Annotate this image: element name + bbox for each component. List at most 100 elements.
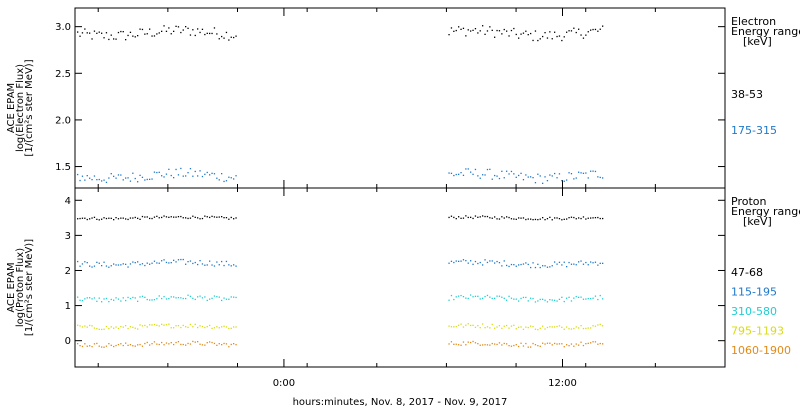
data-point	[489, 327, 491, 329]
data-point	[530, 32, 532, 35]
data-point	[81, 263, 84, 265]
data-point	[532, 297, 534, 300]
data-point	[527, 263, 529, 266]
data-point	[81, 326, 84, 328]
data-point	[211, 172, 213, 174]
data-point	[201, 325, 204, 328]
data-point	[204, 326, 206, 329]
data-point	[149, 217, 151, 220]
data-point	[570, 263, 573, 265]
data-point	[89, 324, 91, 327]
data-point	[199, 343, 201, 345]
data-point	[482, 323, 484, 325]
data-point	[597, 264, 599, 266]
data-point	[513, 27, 515, 30]
data-point	[479, 216, 481, 218]
data-point	[182, 343, 184, 346]
data-point	[501, 344, 503, 346]
data-point	[592, 297, 594, 299]
data-point	[77, 324, 79, 326]
y-tick-label: 4	[65, 196, 71, 207]
data-point	[558, 298, 561, 300]
data-point	[597, 216, 599, 219]
data-point	[501, 216, 503, 218]
data-point	[587, 217, 589, 219]
legend-entry: 310-580	[731, 305, 777, 318]
data-point	[590, 217, 592, 219]
data-point	[199, 218, 201, 220]
data-point	[554, 326, 556, 328]
data-point	[146, 341, 148, 344]
data-point	[105, 345, 108, 347]
data-point	[168, 216, 170, 218]
data-point	[230, 296, 232, 298]
data-point	[127, 296, 129, 299]
data-point	[484, 344, 486, 346]
data-point	[161, 216, 163, 219]
data-point	[477, 175, 479, 177]
data-point	[105, 265, 108, 267]
data-point	[494, 262, 496, 264]
series-1060-1900	[77, 340, 604, 348]
y-tick-label: 2.5	[55, 69, 71, 80]
data-point	[209, 260, 211, 262]
plot-frame	[74, 187, 726, 368]
data-point	[465, 297, 467, 299]
data-point	[448, 262, 450, 264]
data-point	[230, 265, 232, 267]
data-point	[137, 261, 139, 263]
data-point	[125, 218, 127, 220]
data-point	[561, 264, 563, 266]
data-point	[592, 28, 594, 31]
data-point	[125, 299, 127, 302]
data-point	[482, 344, 484, 346]
data-point	[204, 344, 206, 346]
y-tick-label: 2	[65, 266, 71, 277]
data-point	[187, 326, 189, 328]
data-point	[542, 265, 544, 267]
data-point	[477, 343, 479, 345]
data-point	[132, 326, 134, 328]
data-point	[144, 342, 146, 345]
data-point	[233, 36, 235, 39]
data-point	[482, 174, 484, 176]
data-point	[534, 182, 537, 184]
y-axis-title-line: [1/(cm²s ster MeV)]	[24, 59, 35, 156]
data-point	[448, 34, 450, 36]
data-point	[89, 297, 91, 299]
data-point	[515, 33, 517, 36]
data-point	[503, 28, 505, 31]
data-point	[599, 176, 601, 179]
data-point	[477, 325, 479, 327]
data-point	[192, 215, 194, 217]
data-point	[462, 341, 465, 343]
legend-title-line: Energy range	[731, 25, 800, 38]
data-point	[216, 216, 218, 218]
data-point	[103, 37, 105, 39]
data-point	[117, 174, 120, 176]
data-point	[573, 27, 575, 29]
data-point	[235, 35, 237, 37]
data-point	[544, 32, 546, 34]
data-point	[132, 261, 134, 263]
data-point	[599, 217, 601, 220]
data-point	[218, 216, 220, 218]
data-point	[113, 327, 115, 329]
data-point	[518, 300, 520, 302]
data-point	[93, 343, 96, 345]
data-point	[575, 343, 577, 345]
data-point	[206, 299, 208, 302]
legend-entry: 47-68	[731, 266, 763, 279]
data-point	[472, 173, 474, 175]
data-point	[525, 326, 527, 328]
data-point	[518, 37, 520, 39]
data-point	[132, 172, 134, 174]
data-point	[455, 29, 457, 32]
data-point	[453, 216, 455, 219]
data-point	[599, 262, 601, 264]
data-point	[582, 263, 585, 265]
data-point	[105, 181, 108, 183]
data-point	[458, 173, 460, 175]
data-point	[86, 262, 88, 264]
data-point	[508, 265, 510, 268]
